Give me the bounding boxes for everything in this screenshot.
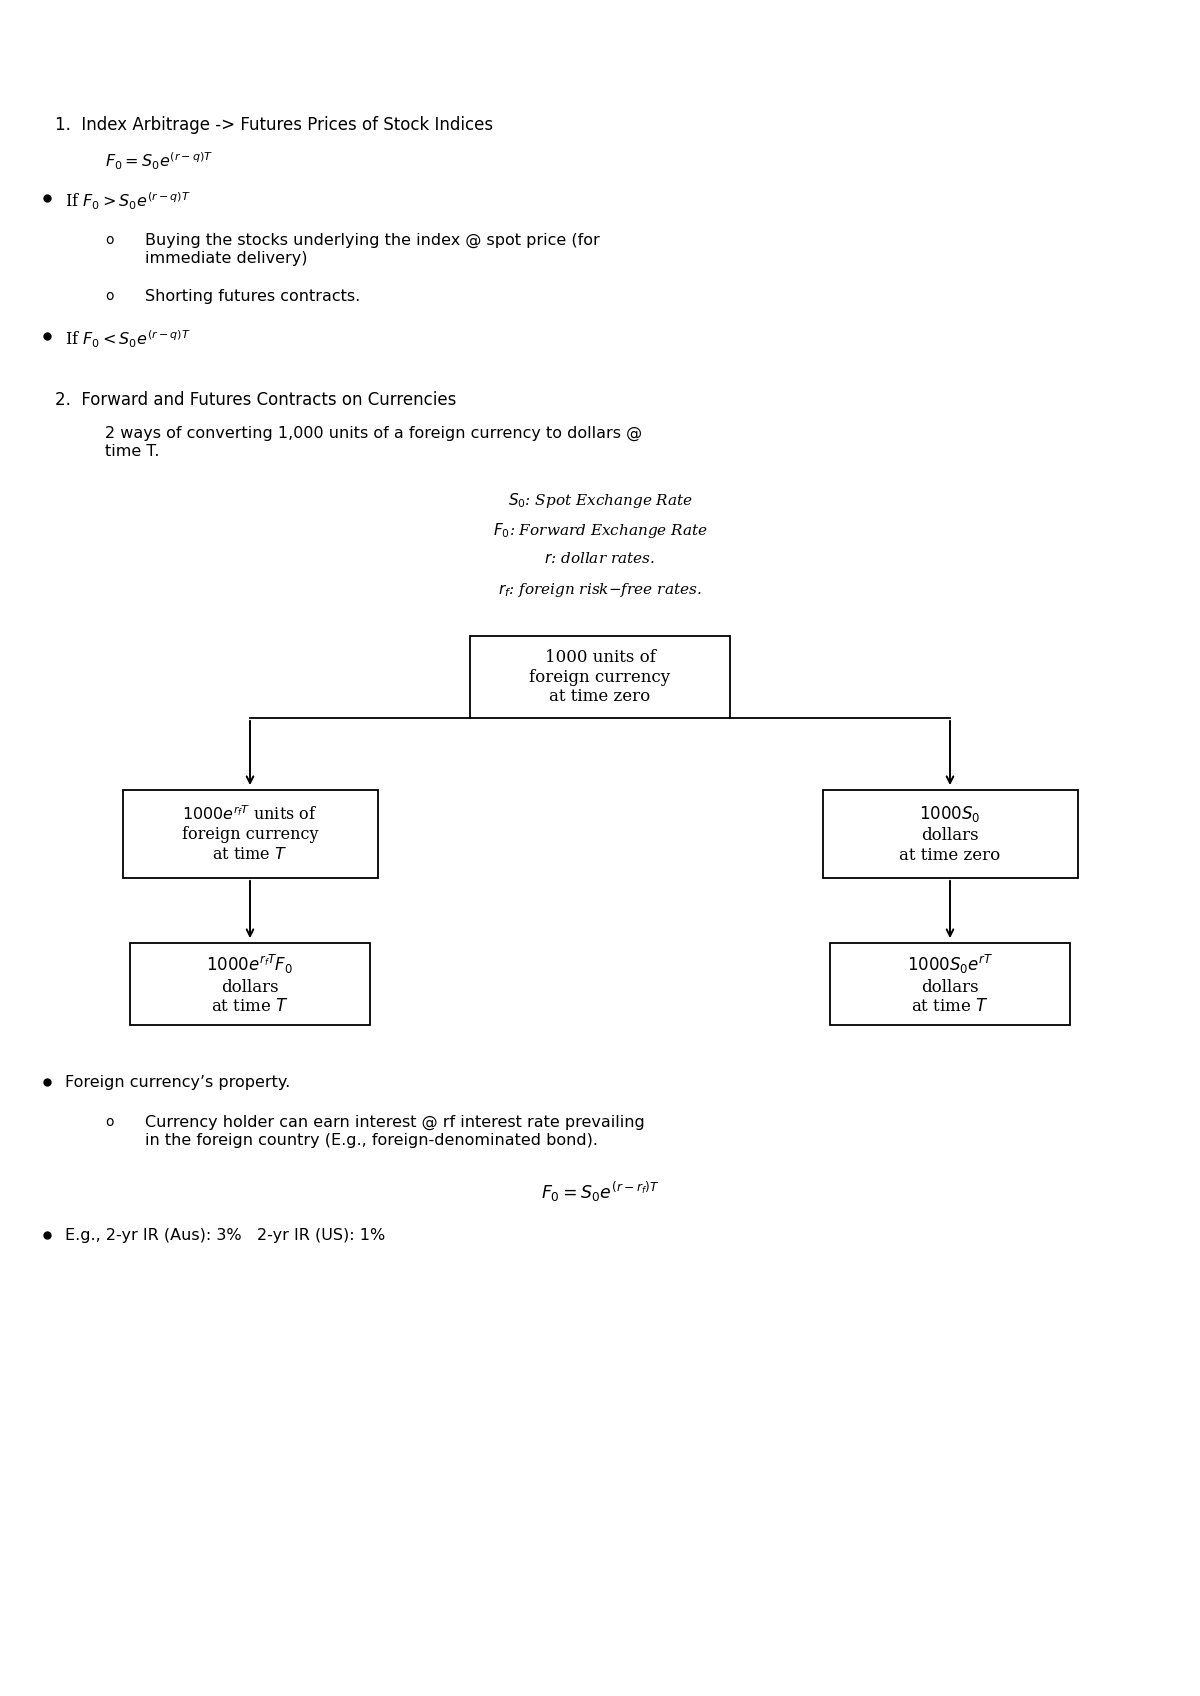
Text: Shorting futures contracts.: Shorting futures contracts.	[145, 288, 360, 304]
Text: $F_0=S_0e^{(r-q)T}$: $F_0=S_0e^{(r-q)T}$	[106, 151, 214, 173]
Text: $1000e^{r_fT}$ units of
foreign currency
at time $T$: $1000e^{r_fT}$ units of foreign currency…	[181, 806, 318, 863]
Text: $S_0$: Spot Exchange Rate: $S_0$: Spot Exchange Rate	[508, 492, 692, 510]
Text: Currency holder can earn interest @ rf interest rate prevailing
in the foreign c: Currency holder can earn interest @ rf i…	[145, 1114, 644, 1148]
Text: 1.  Index Arbitrage -> Futures Prices of Stock Indices: 1. Index Arbitrage -> Futures Prices of …	[55, 115, 493, 134]
Text: o: o	[106, 232, 114, 248]
Bar	[122, 790, 378, 879]
Text: $F_0=S_0e^{(r-r_f)T}$: $F_0=S_0e^{(r-r_f)T}$	[541, 1180, 659, 1204]
Text: o: o	[106, 288, 114, 304]
Text: o: o	[106, 1114, 114, 1130]
Text: E.g., 2-yr IR (Aus): 3%   2-yr IR (US): 1%: E.g., 2-yr IR (Aus): 3% 2-yr IR (US): 1%	[65, 1228, 385, 1243]
Text: Foreign currency’s property.: Foreign currency’s property.	[65, 1075, 290, 1091]
Text: Buying the stocks underlying the index @ spot price (for
immediate delivery): Buying the stocks underlying the index @…	[145, 232, 600, 266]
Text: $r_f$: foreign risk−free rates.: $r_f$: foreign risk−free rates.	[498, 582, 702, 599]
Text: $F_0$: Forward Exchange Rate: $F_0$: Forward Exchange Rate	[493, 521, 707, 539]
Bar	[130, 943, 370, 1024]
Text: If $F_0>S_0e^{(r-q)T}$: If $F_0>S_0e^{(r-q)T}$	[65, 192, 191, 212]
Text: $1000S_0$
dollars
at time zero: $1000S_0$ dollars at time zero	[899, 804, 1001, 863]
Text: $1000S_0e^{rT}$
dollars
at time $T$: $1000S_0e^{rT}$ dollars at time $T$	[907, 953, 994, 1016]
Text: 1000 units of
foreign currency
at time zero: 1000 units of foreign currency at time z…	[529, 650, 671, 706]
Text: $r$: dollar rates.: $r$: dollar rates.	[545, 551, 655, 566]
Text: 2 ways of converting 1,000 units of a foreign currency to dollars @
time T.: 2 ways of converting 1,000 units of a fo…	[106, 426, 642, 458]
Bar	[470, 636, 730, 717]
Text: If $F_0<S_0e^{(r-q)T}$: If $F_0<S_0e^{(r-q)T}$	[65, 329, 191, 351]
Bar	[830, 943, 1070, 1024]
Bar	[822, 790, 1078, 879]
Text: 2.  Forward and Futures Contracts on Currencies: 2. Forward and Futures Contracts on Curr…	[55, 392, 456, 409]
Text: $1000e^{r_fT}F_0$
dollars
at time $T$: $1000e^{r_fT}F_0$ dollars at time $T$	[206, 953, 294, 1016]
